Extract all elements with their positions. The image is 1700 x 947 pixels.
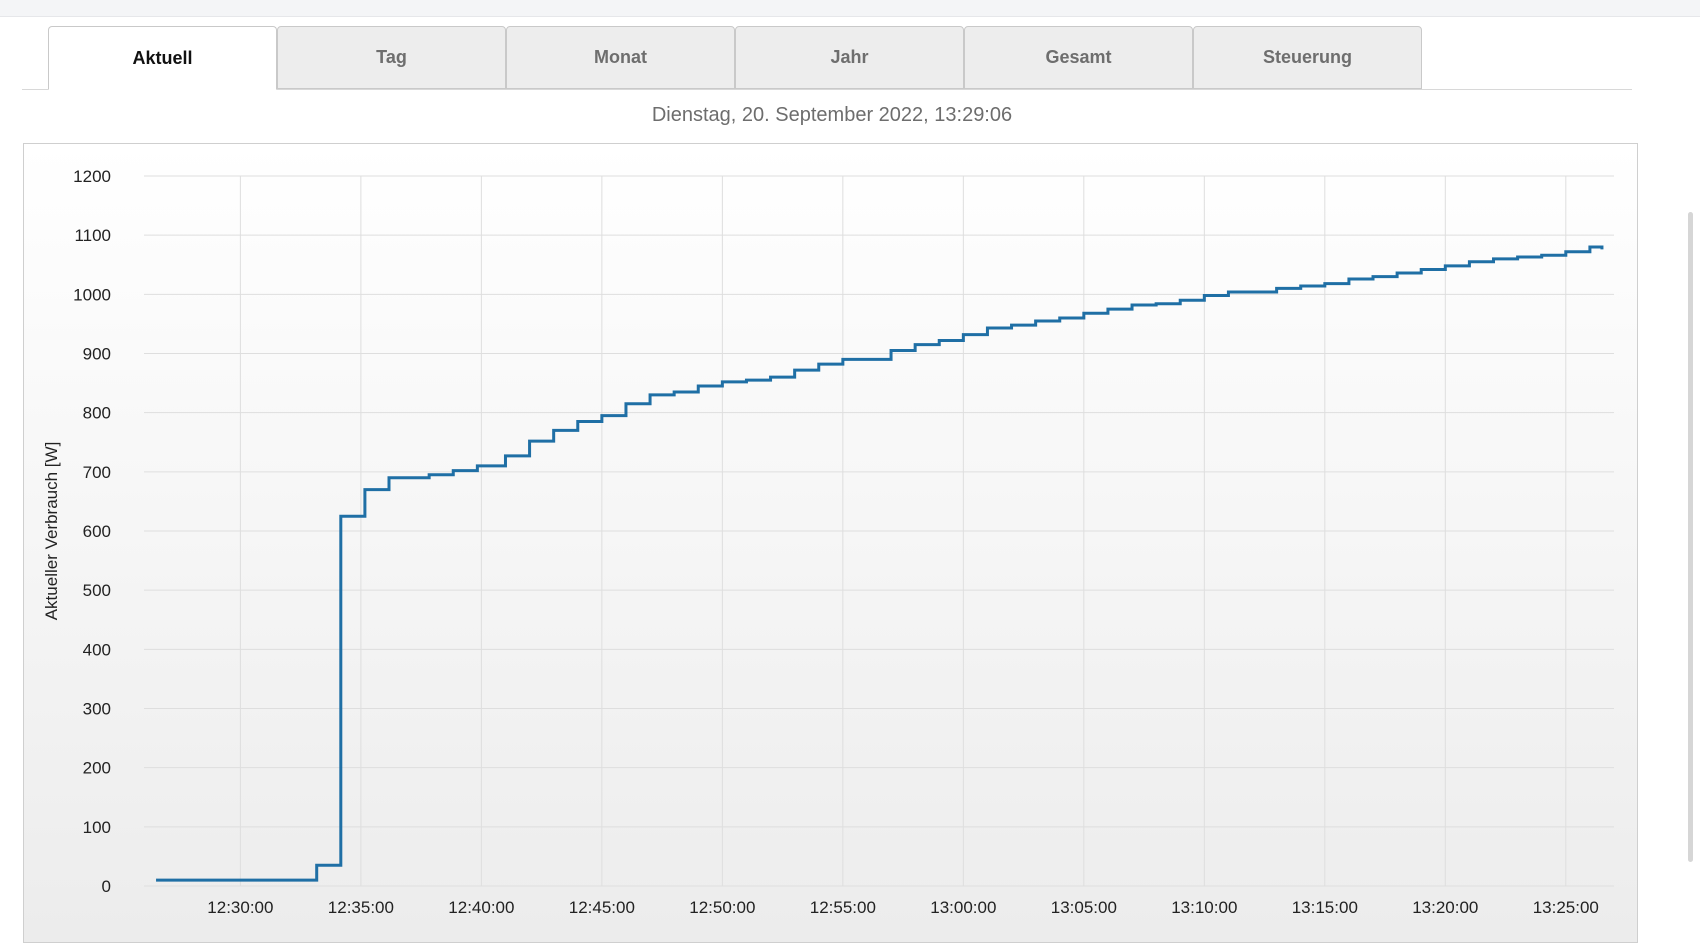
y-tick-label: 100 — [83, 818, 111, 837]
x-tick-label: 13:15:00 — [1292, 898, 1358, 917]
x-tick-label: 12:30:00 — [207, 898, 273, 917]
x-tick-label: 13:00:00 — [930, 898, 996, 917]
browser-top-bar — [0, 0, 1700, 17]
series-line — [156, 247, 1602, 880]
x-tick-label: 12:35:00 — [328, 898, 394, 917]
y-tick-label: 1000 — [73, 285, 111, 304]
tab-jahr[interactable]: Jahr — [735, 26, 964, 89]
x-tick-label: 12:40:00 — [448, 898, 514, 917]
y-tick-label: 200 — [83, 759, 111, 778]
y-tick-label: 900 — [83, 345, 111, 364]
y-tick-label: 700 — [83, 463, 111, 482]
chart-grid — [144, 176, 1614, 886]
page-timestamp: Dienstag, 20. September 2022, 13:29:06 — [0, 104, 1664, 127]
y-axis-label: Aktueller Verbrauch [W] — [42, 442, 61, 621]
y-tick-label: 500 — [83, 581, 111, 600]
x-tick-label: 12:45:00 — [569, 898, 635, 917]
x-axis-ticks: 12:30:00 12:35:00 12:40:00 12:45:00 12:50:00… — [207, 898, 1599, 917]
x-tick-label: 13:20:00 — [1412, 898, 1478, 917]
x-tick-label: 13:10:00 — [1171, 898, 1237, 917]
y-tick-label: 300 — [83, 700, 111, 719]
x-tick-label: 12:55:00 — [810, 898, 876, 917]
consumption-chart: 0 100 200 300 400 500 600 700 800 900 1000 1100 1200… — [24, 144, 1637, 942]
x-tick-label: 13:05:00 — [1051, 898, 1117, 917]
y-tick-label: 1200 — [73, 167, 111, 186]
chart-panel: 0 100 200 300 400 500 600 700 800 900 1000 1100 1200… — [23, 143, 1638, 943]
vertical-scrollbar[interactable] — [1688, 212, 1693, 862]
y-tick-label: 1100 — [74, 226, 111, 245]
tab-bar: Aktuell Tag Monat Jahr Gesamt Steuerung — [22, 26, 1632, 90]
x-tick-label: 13:25:00 — [1533, 898, 1599, 917]
y-axis-ticks: 0 100 200 300 400 500 600 700 800 900 1000 1100 1200 — [73, 167, 111, 896]
tab-tag[interactable]: Tag — [277, 26, 506, 89]
y-tick-label: 0 — [102, 877, 111, 896]
tab-monat[interactable]: Monat — [506, 26, 735, 89]
y-tick-label: 600 — [83, 522, 111, 541]
y-tick-label: 400 — [83, 640, 111, 659]
x-tick-label: 12:50:00 — [689, 898, 755, 917]
tab-aktuell[interactable]: Aktuell — [48, 26, 277, 90]
tab-gesamt[interactable]: Gesamt — [964, 26, 1193, 89]
y-tick-label: 800 — [83, 404, 111, 423]
tab-steuerung[interactable]: Steuerung — [1193, 26, 1422, 89]
